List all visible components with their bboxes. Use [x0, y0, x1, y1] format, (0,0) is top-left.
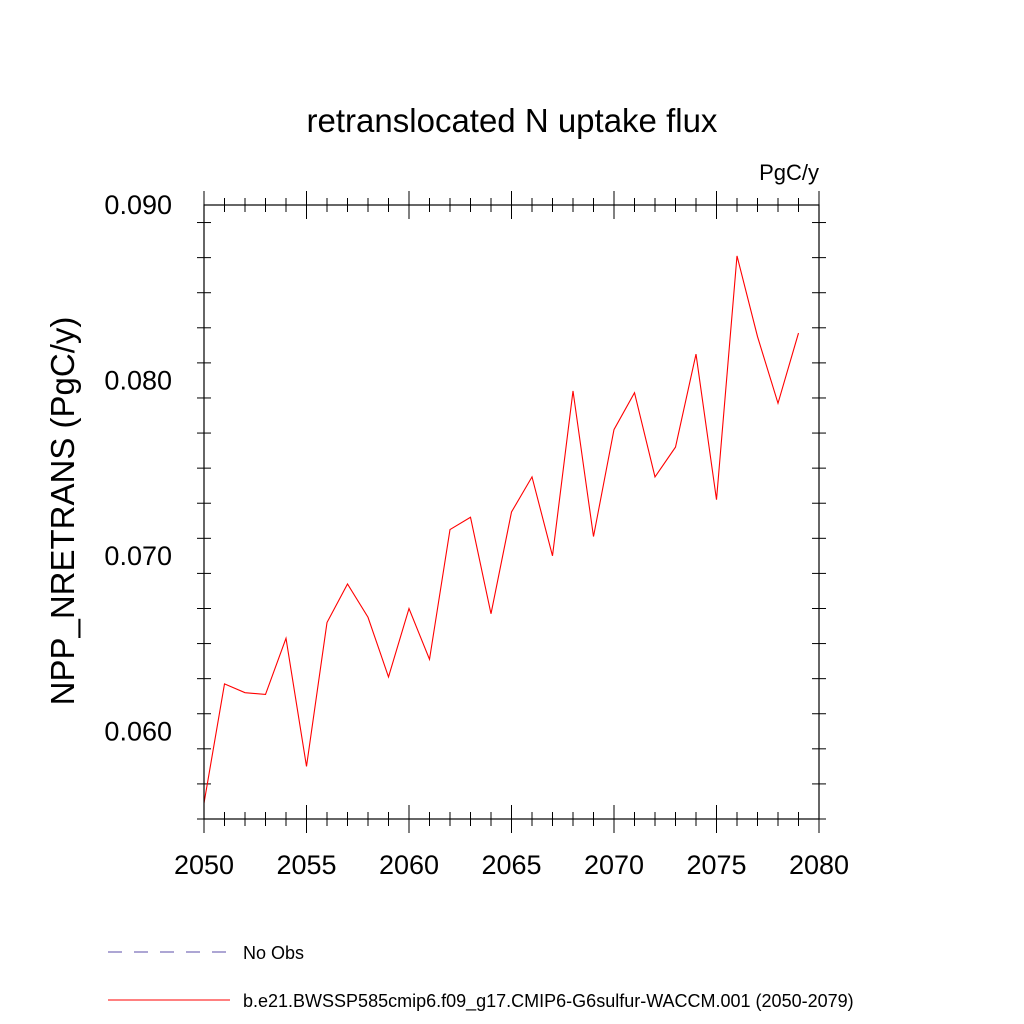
- data-point: [572, 390, 573, 391]
- y-axis-label: NPP_NRETRANS (PgC/y): [44, 317, 81, 706]
- data-point: [654, 476, 655, 477]
- data-point: [531, 476, 532, 477]
- series-line: [203, 255, 800, 804]
- x-tick-label: 2065: [481, 850, 541, 880]
- data-point: [798, 332, 799, 333]
- data-point: [736, 255, 737, 256]
- x-tick-label: 2055: [276, 850, 336, 880]
- data-point: [511, 511, 512, 512]
- data-point: [757, 336, 758, 337]
- data-point: [429, 659, 430, 660]
- tick-labels: 2050 2055 2060 2065 2070 2075 2080 0.060 0.070 0.…: [104, 190, 849, 880]
- data-point: [306, 766, 307, 767]
- data-point: [265, 694, 266, 695]
- data-point: [244, 692, 245, 693]
- plot-frame: [203, 204, 820, 820]
- x-tick-label: 2050: [174, 850, 234, 880]
- x-tick-label: 2080: [789, 850, 849, 880]
- data-point: [347, 583, 348, 584]
- legend: No Obs b.e21.BWSSP585cmip6.f09_g17.CMIP6-…: [108, 943, 854, 1012]
- axis-ticks: [197, 191, 826, 833]
- data-point: [593, 536, 594, 537]
- x-tick-label: 2070: [584, 850, 644, 880]
- chart-title: retranslocated N uptake flux: [307, 102, 718, 139]
- y-tick-label: 0.080: [104, 365, 172, 395]
- data-point: [224, 683, 225, 684]
- data-point: [490, 613, 491, 614]
- data-point: [285, 638, 286, 639]
- series-layer: [203, 255, 800, 804]
- x-tick-label: 2075: [686, 850, 746, 880]
- data-point: [552, 555, 553, 556]
- data-point: [326, 622, 327, 623]
- data-point: [777, 403, 778, 404]
- data-point: [449, 529, 450, 530]
- y-tick-label: 0.090: [104, 190, 172, 220]
- data-point: [367, 617, 368, 618]
- data-point: [613, 429, 614, 430]
- data-point: [634, 392, 635, 393]
- data-point: [675, 446, 676, 447]
- y-tick-label: 0.060: [104, 716, 172, 746]
- data-point: [408, 608, 409, 609]
- data-point: [388, 676, 389, 677]
- legend-label: No Obs: [243, 943, 304, 963]
- data-point: [695, 354, 696, 355]
- data-point: [716, 499, 717, 500]
- units-label: PgC/y: [759, 160, 819, 185]
- x-tick-label: 2060: [379, 850, 439, 880]
- legend-label: b.e21.BWSSP585cmip6.f09_g17.CMIP6-G6sulf…: [243, 991, 854, 1012]
- data-point: [470, 517, 471, 518]
- y-tick-label: 0.070: [104, 541, 172, 571]
